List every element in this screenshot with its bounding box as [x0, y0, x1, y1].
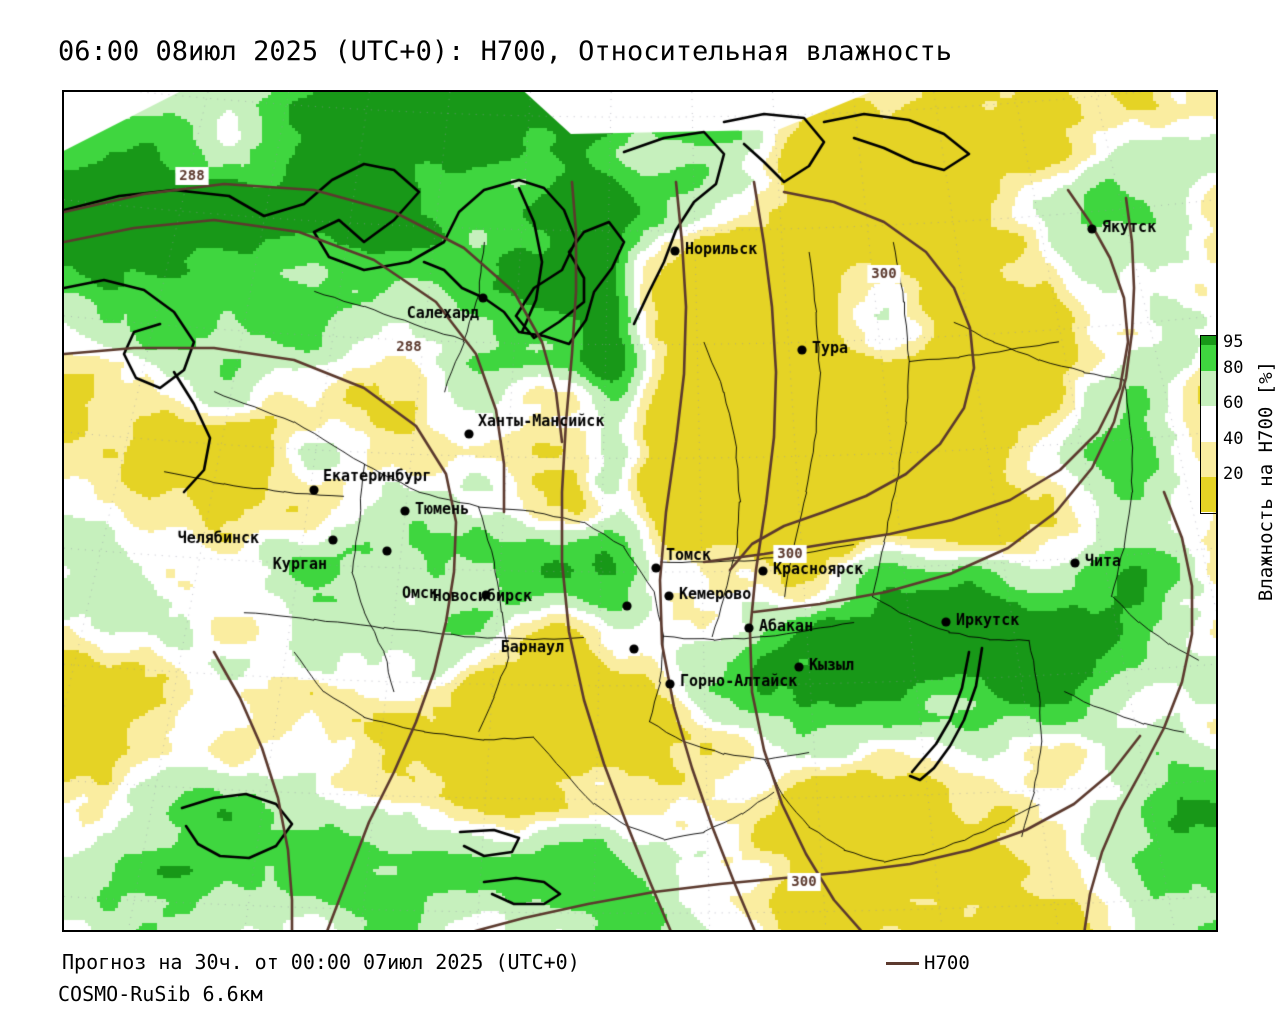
colorbar-ticks: 95 80 60 40 20 [1219, 326, 1279, 526]
colorbar-tick-label: 95 [1223, 331, 1244, 352]
h700-legend: H700 [886, 952, 970, 974]
colorbar-tick-label: 40 [1223, 428, 1244, 449]
colorbar-axis-title: Влажность на H700 [%] [1236, 340, 1277, 640]
colorbar-tick-label: 60 [1223, 393, 1244, 414]
colorbar-axis-title-text: Влажность на H700 [%] [1255, 360, 1277, 602]
colorbar-band [1201, 336, 1216, 345]
forecast-info: Прогноз на 30ч. от 00:00 07июл 2025 (UTC… [62, 950, 580, 974]
colorbar-band [1201, 441, 1216, 477]
h700-legend-label: H700 [924, 952, 970, 974]
weather-map [62, 90, 1218, 932]
colorbar-tick-label: 80 [1223, 358, 1244, 379]
model-info: COSMO-RuSib 6.6км [58, 982, 263, 1006]
humidity-heatmap-canvas [64, 92, 1216, 930]
colorbar-band [1201, 406, 1216, 442]
colorbar [1200, 335, 1217, 514]
page-title: 06:00 08июл 2025 (UTC+0): H700, Относите… [58, 36, 953, 67]
h700-line-swatch [886, 961, 919, 965]
colorbar-band [1201, 344, 1216, 372]
colorbar-band [1201, 371, 1216, 407]
colorbar-band [1201, 476, 1216, 512]
colorbar-tick-label: 20 [1223, 463, 1244, 484]
